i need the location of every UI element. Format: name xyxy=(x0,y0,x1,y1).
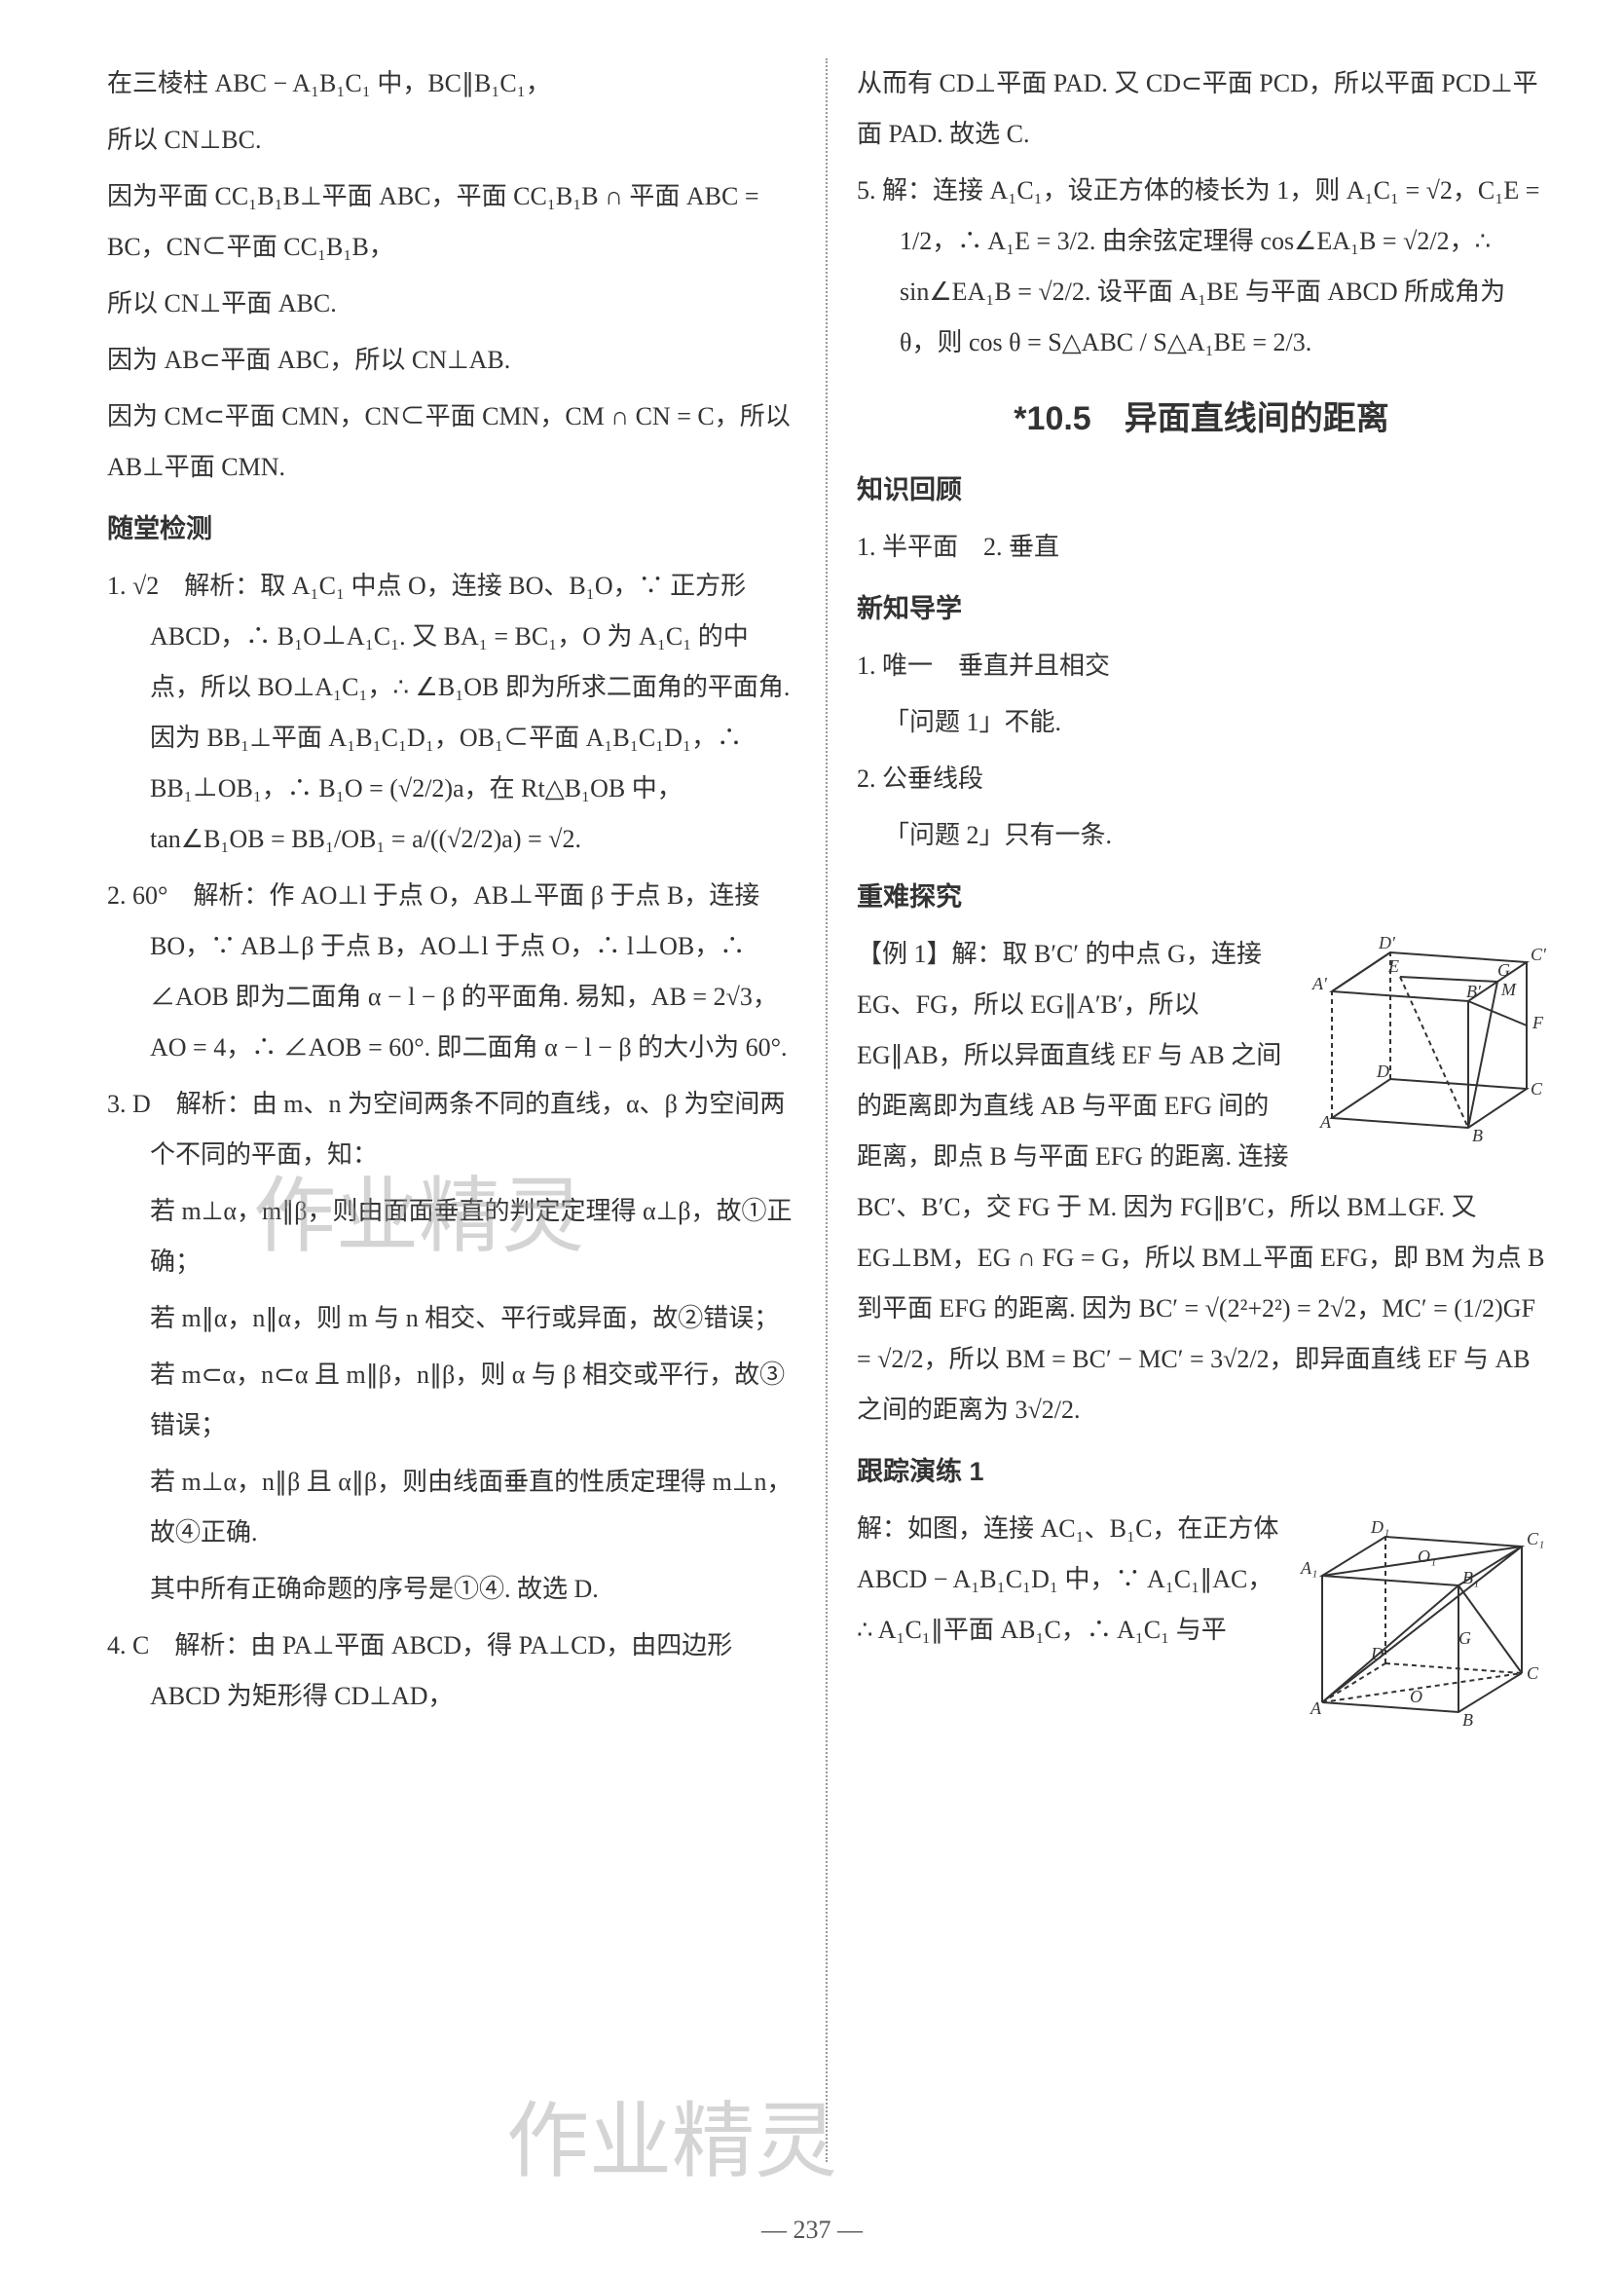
svg-text:D: D xyxy=(1370,1644,1384,1663)
cube-figure-1: A B C D A′ B′ C′ D′ E F GM xyxy=(1303,933,1546,1147)
svg-text:O₁: O₁ xyxy=(1418,1547,1436,1566)
cube-figure-2: A B C D A₁ B₁ C₁ D₁ O O₁ G xyxy=(1293,1508,1546,1732)
page-number: — 237 — xyxy=(0,2216,1624,2245)
svg-text:B: B xyxy=(1472,1126,1483,1145)
section-heading: 跟踪演练 1 xyxy=(857,1445,1546,1498)
q3-sub: 其中所有正确命题的序号是①④. 故选 D. xyxy=(107,1564,796,1615)
q3-sub: 若 m∥α，n∥α，则 m 与 n 相交、平行或异面，故②错误； xyxy=(107,1293,796,1344)
svg-text:F: F xyxy=(1532,1013,1544,1032)
text-line: 从而有 CD⊥平面 PAD. 又 CD⊂平面 PCD，所以平面 PCD⊥平面 P… xyxy=(857,58,1546,160)
svg-text:B₁: B₁ xyxy=(1462,1568,1479,1587)
svg-text:C′: C′ xyxy=(1531,945,1546,964)
svg-text:C: C xyxy=(1527,1663,1539,1683)
text-line: 「问题 1」不能. xyxy=(857,697,1546,748)
svg-text:C: C xyxy=(1531,1079,1543,1099)
svg-text:M: M xyxy=(1500,980,1517,999)
text-line: 「问题 2」只有一条. xyxy=(857,810,1546,861)
svg-text:D₁: D₁ xyxy=(1370,1517,1389,1537)
svg-text:D′: D′ xyxy=(1378,933,1396,952)
q3-sub: 若 m⊂α，n⊂α 且 m∥β，n∥β，则 α 与 β 相交或平行，故③错误； xyxy=(107,1350,796,1451)
svg-text:E: E xyxy=(1387,956,1399,976)
right-column: 从而有 CD⊥平面 PAD. 又 CD⊂平面 PCD，所以平面 PCD⊥平面 P… xyxy=(857,58,1546,2162)
column-divider xyxy=(826,58,828,2162)
left-column: 在三棱柱 ABC − A₁B₁C₁ 中，BC∥B₁C₁， 所以 CN⊥BC. 因… xyxy=(107,58,796,2162)
svg-text:O: O xyxy=(1410,1687,1422,1706)
text-line: 在三棱柱 ABC − A₁B₁C₁ 中，BC∥B₁C₁， xyxy=(107,58,796,109)
section-heading: 随堂检测 xyxy=(107,503,796,555)
question-5: 5. 解：连接 A₁C₁，设正方体的棱长为 1，则 A₁C₁ = √2，C₁E … xyxy=(857,166,1546,368)
section-heading: 知识回顾 xyxy=(857,464,1546,516)
svg-text:G: G xyxy=(1458,1628,1471,1648)
text-line: 所以 CN⊥BC. xyxy=(107,115,796,166)
text-line: 所以 CN⊥平面 ABC. xyxy=(107,279,796,329)
section-heading: 新知导学 xyxy=(857,582,1546,635)
text-line: 1. 唯一 垂直并且相交 xyxy=(857,641,1546,691)
question-3: 3. D 解析：由 m、n 为空间两条不同的直线，α、β 为空间两个不同的平面，… xyxy=(107,1079,796,1180)
text-line: 因为 CM⊂平面 CMN，CN⊂平面 CMN，CM ∩ CN = C，所以 AB… xyxy=(107,391,796,493)
svg-text:A₁: A₁ xyxy=(1300,1558,1317,1578)
section-heading: 重难探究 xyxy=(857,871,1546,923)
svg-text:G: G xyxy=(1497,960,1510,980)
svg-text:A: A xyxy=(1319,1112,1332,1132)
text-line: 因为 AB⊂平面 ABC，所以 CN⊥AB. xyxy=(107,335,796,386)
svg-text:D: D xyxy=(1376,1062,1389,1081)
question-2: 2. 60° 解析：作 AO⊥l 于点 O，AB⊥平面 β 于点 B，连接 BO… xyxy=(107,871,796,1073)
svg-text:C₁: C₁ xyxy=(1527,1529,1544,1548)
text-line: 因为平面 CC₁B₁B⊥平面 ABC，平面 CC₁B₁B ∩ 平面 ABC = … xyxy=(107,171,796,273)
chapter-title: *10.5 异面直线间的距离 xyxy=(857,386,1546,452)
svg-text:B′: B′ xyxy=(1466,982,1482,1001)
q3-sub: 若 m⊥α，n∥β 且 α∥β，则由线面垂直的性质定理得 m⊥n，故④正确. xyxy=(107,1457,796,1558)
question-1: 1. √2 解析：取 A₁C₁ 中点 O，连接 BO、B₁O，∵ 正方形 ABC… xyxy=(107,561,796,865)
svg-text:A: A xyxy=(1310,1698,1322,1718)
svg-text:A′: A′ xyxy=(1311,974,1328,993)
page-content: 在三棱柱 ABC − A₁B₁C₁ 中，BC∥B₁C₁， 所以 CN⊥BC. 因… xyxy=(107,58,1546,2162)
text-line: 1. 半平面 2. 垂直 xyxy=(857,522,1546,573)
svg-text:B: B xyxy=(1462,1710,1473,1730)
q3-sub: 若 m⊥α，m∥β，则由面面垂直的判定定理得 α⊥β，故①正确； xyxy=(107,1186,796,1287)
question-4: 4. C 解析：由 PA⊥平面 ABCD，得 PA⊥CD，由四边形 ABCD 为… xyxy=(107,1621,796,1722)
text-line: 2. 公垂线段 xyxy=(857,754,1546,804)
